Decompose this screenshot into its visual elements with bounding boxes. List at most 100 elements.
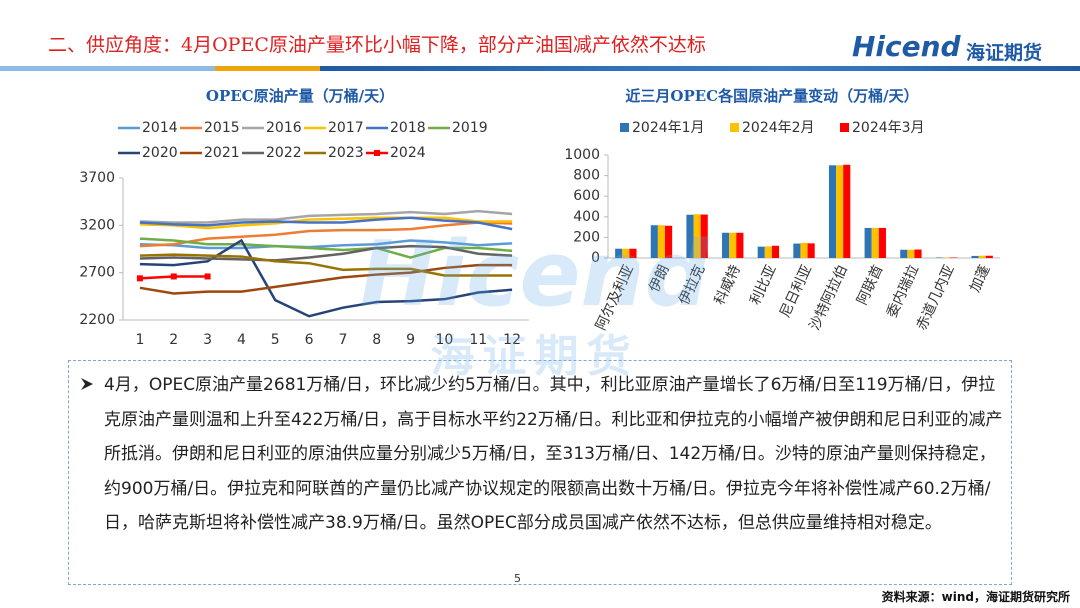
line-series — [139, 238, 513, 318]
legend-label: 2020 — [142, 145, 178, 161]
bar — [800, 242, 808, 258]
bar — [871, 227, 879, 258]
bar — [771, 245, 780, 258]
legend-label: 2014 — [142, 120, 178, 136]
bullet — [81, 378, 93, 390]
logo-text: 海证期货 — [966, 42, 1043, 64]
line-series — [139, 263, 513, 295]
bar — [700, 214, 708, 258]
legend-label: 2024年1月 — [632, 120, 705, 136]
x-tick-label: 尼日利亚 — [777, 263, 815, 321]
bar — [978, 255, 986, 258]
legend-label: 2024年2月 — [742, 120, 815, 136]
bar — [907, 249, 915, 258]
bar — [935, 257, 943, 258]
y-tick-label: 2200 — [79, 312, 115, 328]
line-series — [139, 253, 513, 277]
bar — [657, 225, 666, 258]
legend-label: 2018 — [390, 120, 426, 136]
header-band — [215, 66, 320, 71]
y-tick-label: 2700 — [79, 265, 115, 281]
x-tick-label: 5 — [271, 332, 280, 348]
x-tick-label: 1 — [135, 332, 144, 348]
legend-label: 2019 — [452, 120, 488, 136]
y-tick-label: 200 — [573, 229, 600, 245]
x-tick-label: 利比亚 — [747, 263, 779, 308]
bar — [950, 257, 958, 258]
legend-label: 2022 — [266, 145, 302, 161]
legend-label: 2023 — [328, 145, 364, 161]
point-marker — [136, 275, 143, 282]
bar — [843, 164, 851, 258]
bar — [914, 249, 922, 258]
legend-marker — [374, 150, 380, 156]
body-text: 4月，OPEC原油产量2681万桶/日，环比减少约5万桶/日。其中，利比亚原油产… — [104, 375, 1003, 533]
bar — [693, 214, 701, 258]
x-tick-label: 伊拉克 — [676, 263, 708, 308]
x-tick-label: 科威特 — [712, 263, 744, 308]
chart-title: OPEC原油产量（万桶/天） — [206, 87, 394, 105]
x-tick-label: 7 — [338, 332, 347, 348]
x-tick-label: 阿尔及利亚 — [593, 263, 637, 333]
bar — [864, 227, 872, 258]
bar — [757, 246, 765, 258]
legend-label: 2024年3月 — [852, 120, 925, 136]
bar — [729, 232, 737, 258]
x-tick-label: 阿联酋 — [853, 262, 886, 307]
line-series — [139, 216, 513, 231]
y-tick-label: 3200 — [79, 217, 115, 233]
logo-text: Hicend — [852, 30, 961, 63]
legend-swatch — [840, 123, 849, 132]
point-marker — [170, 273, 177, 280]
bar — [686, 214, 694, 258]
x-tick-label: 加蓬 — [967, 263, 993, 295]
y-tick-label: 400 — [573, 209, 600, 225]
legend-swatch — [730, 123, 739, 132]
line-series — [139, 221, 513, 248]
slide-title: 二、供应角度：4月OPEC原油产量环比小幅下降，部分产油国减产依然不达标 — [48, 34, 706, 56]
x-tick-label: 3 — [203, 332, 212, 348]
bar — [900, 249, 908, 258]
x-tick-label: 4 — [237, 332, 246, 348]
y-tick-label: 800 — [573, 168, 600, 184]
bar — [736, 232, 744, 258]
x-tick-label: 8 — [372, 332, 381, 348]
bar — [985, 255, 993, 258]
bar — [615, 248, 623, 258]
line-series — [139, 216, 513, 230]
line-series — [139, 239, 513, 250]
bar — [665, 225, 673, 258]
bar — [807, 243, 815, 258]
bar — [942, 257, 951, 258]
legend-label: 2021 — [204, 145, 240, 161]
line-series — [139, 244, 513, 262]
x-tick-label: 12 — [503, 332, 521, 348]
bar — [764, 246, 772, 258]
point-marker — [204, 273, 211, 280]
bar — [629, 248, 637, 258]
x-tick-label: 2 — [169, 332, 178, 348]
bar — [828, 165, 837, 258]
header-band — [320, 66, 1080, 71]
legend-label: 2024 — [390, 145, 426, 161]
x-tick-label: 9 — [406, 332, 415, 348]
bar — [622, 248, 630, 258]
y-tick-label: 600 — [573, 188, 600, 204]
source-note: 资料来源：wind，海证期货研究所 — [881, 590, 1070, 604]
bar — [878, 227, 886, 258]
y-tick-label: 0 — [591, 250, 600, 266]
legend-swatch — [620, 123, 629, 132]
y-tick-label: 3700 — [79, 170, 115, 186]
bar — [650, 225, 658, 258]
header-band — [0, 66, 215, 71]
y-tick-label: 1000 — [564, 147, 600, 163]
x-tick-label: 委内瑞拉 — [884, 263, 922, 321]
legend-label: 2016 — [266, 120, 302, 136]
line-series — [139, 209, 513, 224]
bar — [793, 243, 801, 258]
x-tick-label: 10 — [436, 332, 454, 348]
x-tick-label: 伊朗 — [646, 263, 672, 295]
x-tick-label: 6 — [305, 332, 314, 348]
